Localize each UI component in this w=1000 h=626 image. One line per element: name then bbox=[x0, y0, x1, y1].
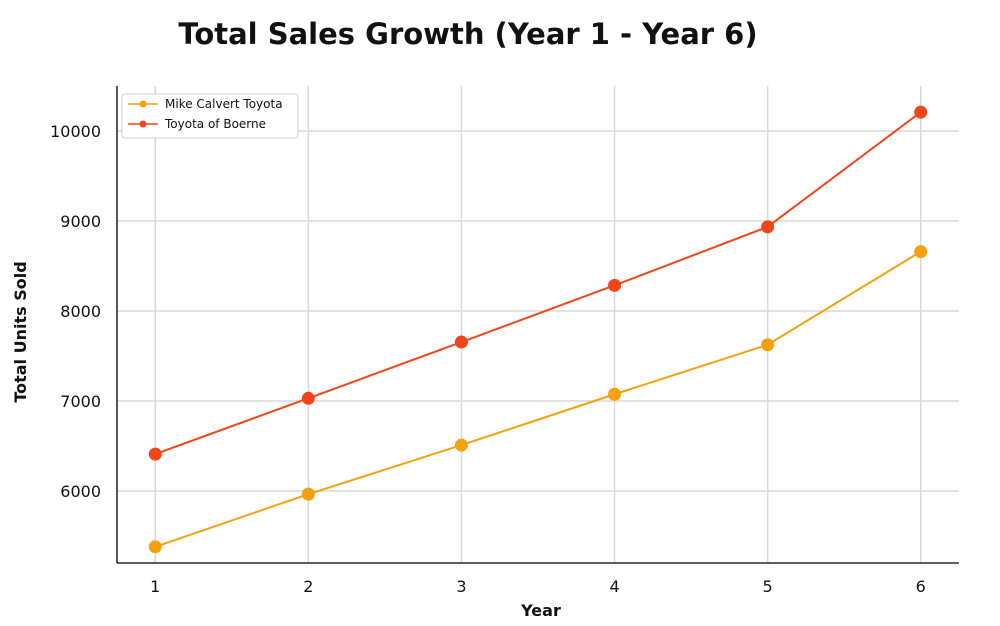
y-tick-label: 8000 bbox=[60, 302, 101, 321]
series-line bbox=[154, 250, 922, 548]
x-gridlines bbox=[154, 86, 922, 563]
legend-marker-toyota-boerne bbox=[139, 120, 147, 128]
data-point bbox=[148, 540, 162, 554]
data-point bbox=[761, 338, 775, 352]
data-point bbox=[454, 335, 468, 349]
y-gridlines bbox=[117, 130, 959, 492]
plot-axes bbox=[116, 86, 959, 564]
legend-box bbox=[121, 93, 299, 139]
data-point bbox=[914, 245, 928, 259]
data-point bbox=[301, 487, 315, 501]
x-tick-labels: 1 2 3 4 5 6 bbox=[150, 577, 926, 596]
y-tick-label: 10000 bbox=[50, 122, 101, 141]
legend-label-toyota-boerne: Toyota of Boerne bbox=[164, 117, 266, 131]
x-tick-label: 2 bbox=[303, 577, 313, 596]
x-tick-label: 5 bbox=[763, 577, 773, 596]
x-tick-label: 1 bbox=[150, 577, 160, 596]
data-point bbox=[454, 438, 468, 452]
data-point bbox=[148, 447, 162, 461]
data-point bbox=[761, 220, 775, 234]
legend: Mike Calvert Toyota Toyota of Boerne bbox=[121, 93, 299, 139]
data-point bbox=[608, 278, 622, 292]
y-tick-labels: 6000 7000 8000 9000 10000 bbox=[50, 122, 101, 501]
x-tick-label: 6 bbox=[916, 577, 926, 596]
data-point bbox=[301, 391, 315, 405]
legend-marker-mike-calvert bbox=[139, 100, 147, 108]
chart-title: Total Sales Growth (Year 1 - Year 6) bbox=[178, 17, 757, 51]
series-layer bbox=[148, 105, 928, 554]
legend-label-mike-calvert: Mike Calvert Toyota bbox=[165, 97, 283, 111]
x-tick-label: 3 bbox=[456, 577, 466, 596]
data-point bbox=[914, 105, 928, 119]
x-axis-label: Year bbox=[520, 601, 561, 620]
data-point bbox=[608, 387, 622, 401]
y-tick-label: 7000 bbox=[60, 392, 101, 411]
y-tick-label: 6000 bbox=[60, 482, 101, 501]
x-tick-label: 4 bbox=[609, 577, 619, 596]
y-tick-label: 9000 bbox=[60, 212, 101, 231]
y-axis-label: Total Units Sold bbox=[11, 261, 30, 402]
series-line bbox=[154, 111, 922, 456]
